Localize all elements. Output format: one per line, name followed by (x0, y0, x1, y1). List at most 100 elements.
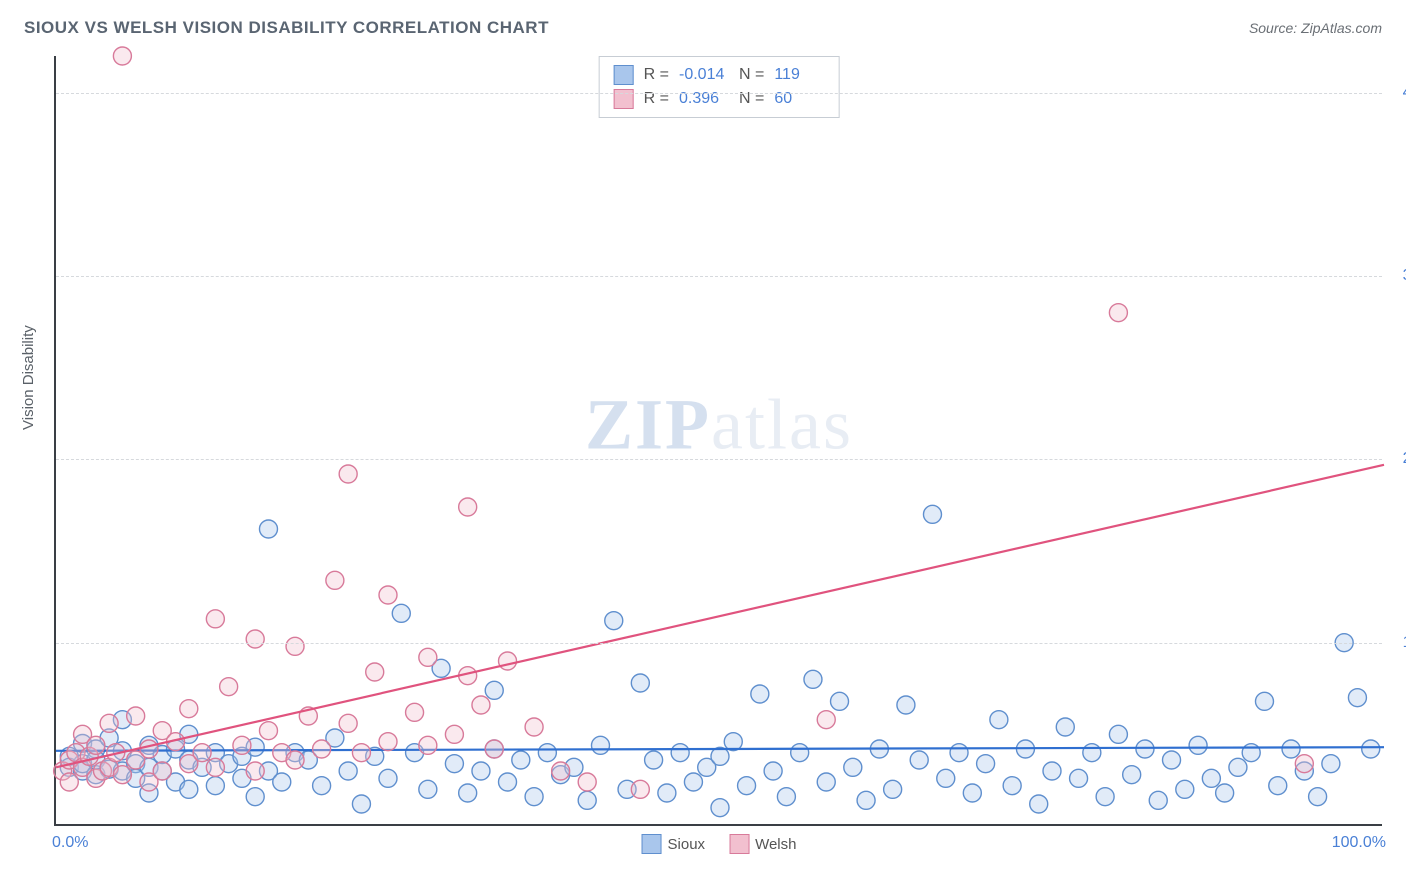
data-point (937, 769, 955, 787)
data-point (751, 685, 769, 703)
data-point (923, 505, 941, 523)
data-point (259, 520, 277, 538)
gridline (56, 276, 1382, 277)
data-point (246, 762, 264, 780)
data-point (100, 714, 118, 732)
data-point (1003, 777, 1021, 795)
data-point (459, 784, 477, 802)
data-point (658, 784, 676, 802)
data-point (645, 751, 663, 769)
data-point (180, 700, 198, 718)
y-axis-title: Vision Disability (20, 325, 37, 430)
data-point (1362, 740, 1380, 758)
stats-row-welsh: R = 0.396 N = 60 (614, 87, 825, 111)
y-tick-label: 20.0% (1388, 450, 1406, 468)
data-point (631, 674, 649, 692)
data-point (1322, 755, 1340, 773)
data-point (631, 780, 649, 798)
data-point (445, 725, 463, 743)
data-point (738, 777, 756, 795)
data-point (1242, 744, 1260, 762)
data-point (459, 498, 477, 516)
trend-line (56, 465, 1384, 767)
data-point (180, 780, 198, 798)
data-point (1056, 718, 1074, 736)
data-point (1176, 780, 1194, 798)
data-point (538, 744, 556, 762)
swatch-sioux (614, 65, 634, 85)
data-point (379, 769, 397, 787)
data-point (339, 714, 357, 732)
legend-label-welsh: Welsh (755, 836, 796, 853)
legend-item-sioux: Sioux (642, 834, 706, 854)
data-point (552, 762, 570, 780)
data-point (525, 718, 543, 736)
data-point (1109, 725, 1127, 743)
data-point (605, 612, 623, 630)
legend-item-welsh: Welsh (729, 834, 796, 854)
data-point (1229, 758, 1247, 776)
data-point (246, 788, 264, 806)
chart-header: SIOUX VS WELSH VISION DISABILITY CORRELA… (24, 18, 1382, 38)
chart-source: Source: ZipAtlas.com (1249, 20, 1382, 36)
y-tick-label: 30.0% (1388, 267, 1406, 285)
stats-row-sioux: R = -0.014 N = 119 (614, 63, 825, 87)
data-point (87, 736, 105, 754)
data-point (1070, 769, 1088, 787)
data-point (472, 696, 490, 714)
data-point (1309, 788, 1327, 806)
data-point (339, 465, 357, 483)
data-point (1123, 766, 1141, 784)
data-point (352, 795, 370, 813)
data-point (113, 766, 131, 784)
y-tick-label: 40.0% (1388, 84, 1406, 102)
data-point (910, 751, 928, 769)
data-point (711, 799, 729, 817)
gridline (56, 459, 1382, 460)
data-point (419, 780, 437, 798)
data-point (339, 762, 357, 780)
data-point (499, 652, 517, 670)
data-point (313, 740, 331, 758)
plot-area: ZIPatlas R = -0.014 N = 119 R = 0.396 N … (54, 56, 1382, 826)
data-point (379, 586, 397, 604)
data-point (140, 740, 158, 758)
data-point (206, 777, 224, 795)
data-point (591, 736, 609, 754)
data-point (884, 780, 902, 798)
data-point (60, 773, 78, 791)
x-tick-0: 0.0% (52, 834, 88, 852)
data-point (127, 707, 145, 725)
data-point (1255, 692, 1273, 710)
data-point (1189, 736, 1207, 754)
data-point (1109, 304, 1127, 322)
data-point (1282, 740, 1300, 758)
data-point (392, 604, 410, 622)
data-point (273, 773, 291, 791)
data-point (485, 740, 503, 758)
stats-n-label: N = (739, 66, 764, 84)
data-point (246, 630, 264, 648)
data-point (1269, 777, 1287, 795)
data-point (499, 773, 517, 791)
data-point (764, 762, 782, 780)
data-point (977, 755, 995, 773)
data-point (512, 751, 530, 769)
data-point (153, 762, 171, 780)
data-point (113, 47, 131, 65)
data-point (1096, 788, 1114, 806)
legend-label-sioux: Sioux (668, 836, 706, 853)
data-point (313, 777, 331, 795)
data-point (445, 755, 463, 773)
data-point (286, 751, 304, 769)
data-point (366, 663, 384, 681)
data-point (671, 744, 689, 762)
data-point (233, 736, 251, 754)
gridline (56, 93, 1382, 94)
data-point (1030, 795, 1048, 813)
chart-title: SIOUX VS WELSH VISION DISABILITY CORRELA… (24, 18, 549, 38)
y-tick-label: 10.0% (1388, 634, 1406, 652)
data-point (831, 692, 849, 710)
data-point (286, 637, 304, 655)
stats-n-sioux: 119 (774, 66, 824, 84)
